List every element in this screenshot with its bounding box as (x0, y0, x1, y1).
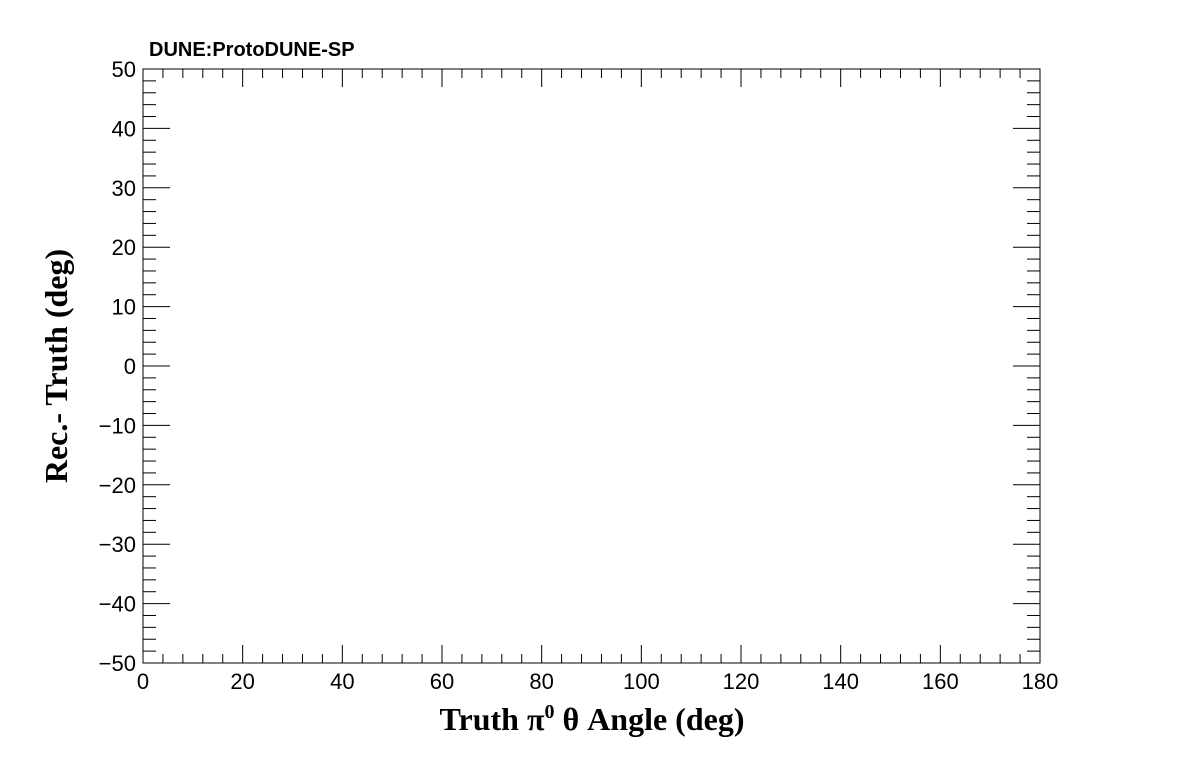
y-tick-label: 10 (112, 295, 136, 320)
x-tick-label: 100 (623, 669, 660, 694)
x-tick-label: 180 (1022, 669, 1059, 694)
axis-ticks (142, 68, 1041, 664)
y-tick-label: −50 (99, 651, 136, 676)
x-axis-title-superscript: 0 (544, 701, 554, 723)
y-tick-label: 40 (112, 116, 136, 141)
y-axis-title: Rec.- Truth (deg) (38, 249, 74, 483)
x-axis-title-symbol: π (527, 701, 545, 737)
x-tick-labels: 0 20 40 60 80 100 120 140 160 180 (137, 669, 1058, 694)
y-tick-label: 30 (112, 176, 136, 201)
y-tick-label: 0 (124, 354, 136, 379)
x-axis-title: Truth π0 θ Angle (deg) (440, 701, 745, 737)
experiment-banner: DUNE:ProtoDUNE-SP (149, 39, 355, 61)
y-tick-label: −20 (99, 473, 136, 498)
y-tick-label: −40 (99, 592, 136, 617)
x-tick-label: 0 (137, 669, 149, 694)
x-axis-title-suffix: θ Angle (deg) (554, 701, 744, 737)
x-tick-label: 40 (330, 669, 354, 694)
x-axis-title-prefix: Truth (440, 701, 527, 737)
y-tick-label: −30 (99, 532, 136, 557)
plot-frame (142, 68, 1041, 664)
x-tick-label: 120 (723, 669, 760, 694)
x-tick-label: 20 (230, 669, 254, 694)
x-tick-label: 140 (822, 669, 859, 694)
x-tick-label: 160 (922, 669, 959, 694)
x-tick-label: 80 (529, 669, 553, 694)
y-tick-label: −10 (99, 413, 136, 438)
y-tick-labels: −50 −40 −30 −20 −10 0 10 20 30 40 50 (99, 57, 136, 676)
x-tick-label: 60 (430, 669, 454, 694)
y-tick-label: 20 (112, 235, 136, 260)
y-tick-label: 50 (112, 57, 136, 82)
